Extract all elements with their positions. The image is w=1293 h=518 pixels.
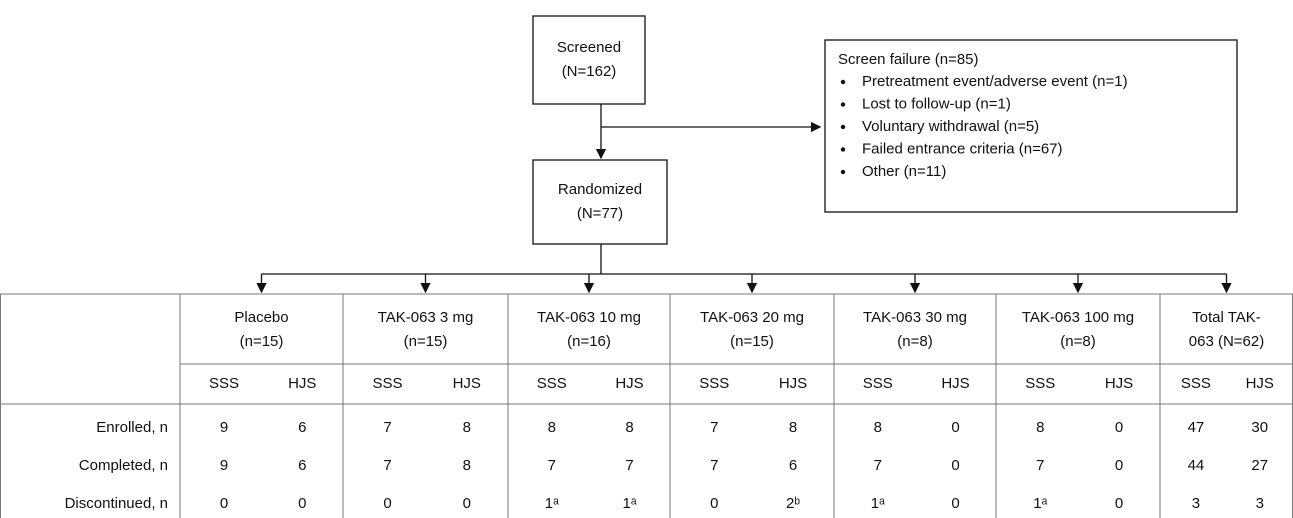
subheader: SSS xyxy=(1025,375,1055,392)
cell: 8 xyxy=(874,419,882,436)
subheader: HJS xyxy=(941,375,969,392)
subheader: HJS xyxy=(1246,375,1274,392)
cell: 0 xyxy=(463,495,471,512)
cell: 1ᵃ xyxy=(545,495,559,512)
subheader: SSS xyxy=(863,375,893,392)
group-header: (n=8) xyxy=(1060,333,1095,350)
node-label: Screened xyxy=(557,39,621,56)
cell: 0 xyxy=(220,495,228,512)
group-header: 063 (N=62) xyxy=(1189,333,1264,350)
bullet xyxy=(840,169,846,175)
row-label: Discontinued, n xyxy=(65,495,168,512)
cell: 8 xyxy=(548,419,556,436)
bullet xyxy=(840,102,846,107)
bullet xyxy=(840,79,846,85)
failure-item: Pretreatment event/adverse event (n=1) xyxy=(862,73,1128,90)
screen-failure-box xyxy=(824,39,1238,213)
cell: 0 xyxy=(383,495,391,512)
cell: 6 xyxy=(789,457,797,474)
group-header: TAK-063 10 mg xyxy=(537,309,641,326)
failure-item: Voluntary withdrawal (n=5) xyxy=(862,118,1039,135)
subheader: HJS xyxy=(288,375,316,392)
cell: 2ᵇ xyxy=(786,495,800,512)
cell: 7 xyxy=(383,457,391,474)
cell: 8 xyxy=(625,419,633,436)
cell: 8 xyxy=(1036,419,1044,436)
cell: 7 xyxy=(1036,457,1044,474)
group-header: Placebo xyxy=(234,309,288,326)
screened-box xyxy=(532,15,646,105)
group-header: (n=15) xyxy=(240,333,284,350)
subheader: HJS xyxy=(779,375,807,392)
row-label: Enrolled, n xyxy=(96,419,168,436)
failure-item: Lost to follow-up (n=1) xyxy=(862,95,1011,112)
node-label: Randomized xyxy=(558,181,642,198)
bullet xyxy=(840,124,846,130)
cell: 8 xyxy=(463,457,471,474)
group-header: (n=16) xyxy=(567,333,611,350)
group-header: TAK-063 100 mg xyxy=(1022,309,1134,326)
cell: 7 xyxy=(710,419,718,436)
cell: 0 xyxy=(1115,495,1123,512)
cell: 7 xyxy=(874,457,882,474)
failure-item: Other (n=11) xyxy=(862,163,946,180)
subheader: SSS xyxy=(699,375,729,392)
cell: 44 xyxy=(1188,457,1205,474)
cell: 0 xyxy=(710,495,718,512)
subheader: SSS xyxy=(1181,375,1211,392)
cell: 7 xyxy=(548,457,556,474)
group-header: (n=15) xyxy=(730,333,774,350)
cell: 30 xyxy=(1251,419,1268,436)
node-count: (N=77) xyxy=(577,205,623,222)
cell: 47 xyxy=(1188,419,1205,436)
group-header: (n=8) xyxy=(897,333,932,350)
cell: 3 xyxy=(1256,495,1264,512)
row-label: Completed, n xyxy=(79,457,168,474)
cell: 9 xyxy=(220,457,228,474)
cell: 1ᵃ xyxy=(1033,495,1047,512)
cell: 7 xyxy=(383,419,391,436)
cell: 9 xyxy=(220,419,228,436)
cell: 0 xyxy=(951,419,959,436)
bullet xyxy=(840,147,846,152)
subheader: HJS xyxy=(615,375,643,392)
failure-title: Screen failure (n=85) xyxy=(838,51,979,68)
cell: 6 xyxy=(298,419,306,436)
cell: 0 xyxy=(951,457,959,474)
cell: 7 xyxy=(625,457,633,474)
group-header: TAK-063 3 mg xyxy=(378,309,474,326)
group-header: TAK-063 20 mg xyxy=(700,309,804,326)
cell: 8 xyxy=(463,419,471,436)
randomized-box xyxy=(532,159,668,245)
cell: 6 xyxy=(298,457,306,474)
cell: 0 xyxy=(951,495,959,512)
subheader: SSS xyxy=(209,375,239,392)
failure-item: Failed entrance criteria (n=67) xyxy=(862,140,1063,157)
cell: 0 xyxy=(1115,457,1123,474)
group-header: Total TAK- xyxy=(1192,309,1261,326)
cell: 8 xyxy=(789,419,797,436)
group-header: TAK-063 30 mg xyxy=(863,309,967,326)
subheader: HJS xyxy=(1105,375,1133,392)
cell: 0 xyxy=(1115,419,1123,436)
subheader: HJS xyxy=(453,375,481,392)
cell: 27 xyxy=(1251,457,1268,474)
cell: 3 xyxy=(1192,495,1200,512)
cell: 0 xyxy=(298,495,306,512)
subheader: SSS xyxy=(373,375,403,392)
cell: 1ᵃ xyxy=(623,495,637,512)
group-header: (n=15) xyxy=(404,333,448,350)
subheader: SSS xyxy=(537,375,567,392)
cell: 1ᵃ xyxy=(871,495,885,512)
cell: 7 xyxy=(710,457,718,474)
node-count: (N=162) xyxy=(562,63,617,80)
